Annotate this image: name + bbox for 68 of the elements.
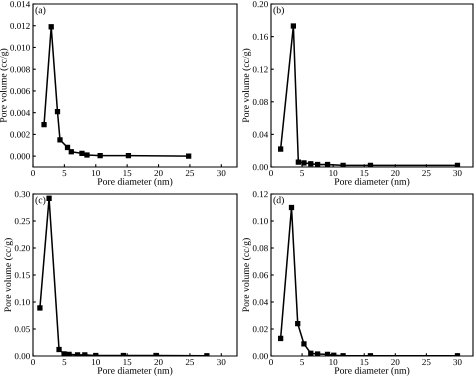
x-tick-label: 20 bbox=[154, 359, 163, 366]
x-tick-label: 20 bbox=[391, 170, 400, 176]
y-tick-label: 0.004 bbox=[10, 110, 30, 116]
y-tick-label: 0.010 bbox=[10, 44, 30, 51]
y-tick-label: 0.30 bbox=[14, 191, 30, 198]
x-axis-title: Pore diameter (nm) bbox=[334, 366, 410, 376]
y-axis-title: Pore volume (cc/g) bbox=[0, 48, 9, 122]
x-tick-label: 15 bbox=[360, 359, 368, 366]
x-tick-label: 5 bbox=[300, 359, 304, 366]
annotation: (c) bbox=[35, 196, 46, 206]
x-tick-label: 0 bbox=[269, 359, 273, 366]
y-tick-label: 0.12 bbox=[252, 191, 268, 198]
y-tick-label: 0.008 bbox=[10, 66, 30, 72]
x-tick-label: 10 bbox=[92, 170, 100, 176]
y-tick-label: 0.20 bbox=[252, 1, 268, 8]
x-tick-label: 25 bbox=[186, 170, 194, 176]
annotation: (b) bbox=[273, 6, 284, 16]
x-tick-label: 30 bbox=[453, 359, 462, 366]
y-tick-label: 0.12 bbox=[252, 66, 268, 72]
x-tick-label: 5 bbox=[62, 170, 66, 176]
y-tick-label: 0.014 bbox=[10, 1, 30, 8]
y-tick-label: 0.16 bbox=[252, 34, 268, 40]
x-tick-label: 0 bbox=[31, 170, 35, 176]
x-axis-title: Pore diameter (nm) bbox=[334, 178, 410, 187]
y-tick-label: 0.006 bbox=[10, 88, 30, 94]
x-tick-label: 5 bbox=[62, 359, 66, 366]
y-tick-label: 0.08 bbox=[252, 98, 268, 106]
x-tick-label: 0 bbox=[31, 359, 35, 366]
x-tick-label: 25 bbox=[186, 359, 194, 366]
x-tick-label: 25 bbox=[422, 359, 431, 366]
y-axis-title: Pore volume (cc/g) bbox=[4, 238, 14, 312]
x-tick-label: 30 bbox=[453, 170, 462, 176]
y-axis-title: Pore volume (cc/g) bbox=[242, 238, 252, 312]
y-tick-label: 0.00 bbox=[252, 164, 268, 170]
y-tick-label: 0.25 bbox=[14, 218, 30, 224]
x-tick-label: 0 bbox=[269, 170, 273, 176]
y-tick-label: 0.000 bbox=[10, 153, 30, 160]
y-tick-label: 0.08 bbox=[252, 245, 268, 252]
x-tick-label: 20 bbox=[154, 170, 163, 176]
annotation: (d) bbox=[273, 196, 284, 206]
y-tick-label: 0.00 bbox=[14, 353, 30, 360]
x-tick-label: 10 bbox=[92, 359, 100, 366]
y-tick-label: 0.20 bbox=[14, 245, 30, 252]
y-tick-label: 0.02 bbox=[252, 326, 268, 332]
y-tick-label: 0.15 bbox=[14, 272, 30, 278]
x-tick-label: 25 bbox=[422, 170, 431, 176]
y-tick-label: 0.10 bbox=[252, 218, 268, 224]
y-axis-title: Pore volume (cc/g) bbox=[242, 48, 252, 122]
y-tick-label: 0.04 bbox=[252, 132, 268, 138]
x-tick-label: 15 bbox=[360, 170, 368, 176]
x-tick-label: 15 bbox=[123, 170, 132, 176]
x-tick-label: 30 bbox=[217, 359, 226, 366]
y-tick-label: 0.04 bbox=[252, 299, 268, 306]
x-axis-title: Pore diameter (nm) bbox=[97, 178, 172, 187]
x-tick-label: 20 bbox=[391, 359, 400, 366]
x-tick-label: 30 bbox=[217, 170, 226, 176]
y-tick-label: 0.05 bbox=[14, 326, 30, 332]
x-axis-title: Pore diameter (nm) bbox=[97, 366, 172, 376]
y-tick-label: 0.10 bbox=[14, 299, 30, 306]
y-tick-label: 0.00 bbox=[252, 353, 268, 360]
x-tick-label: 15 bbox=[123, 359, 132, 366]
x-tick-label: 10 bbox=[329, 359, 338, 366]
y-tick-label: 0.06 bbox=[252, 272, 268, 278]
annotation: (a) bbox=[35, 6, 46, 16]
y-tick-label: 0.002 bbox=[10, 132, 30, 138]
x-tick-label: 10 bbox=[329, 170, 338, 176]
y-tick-label: 0.012 bbox=[10, 22, 30, 29]
x-tick-label: 5 bbox=[300, 170, 304, 176]
